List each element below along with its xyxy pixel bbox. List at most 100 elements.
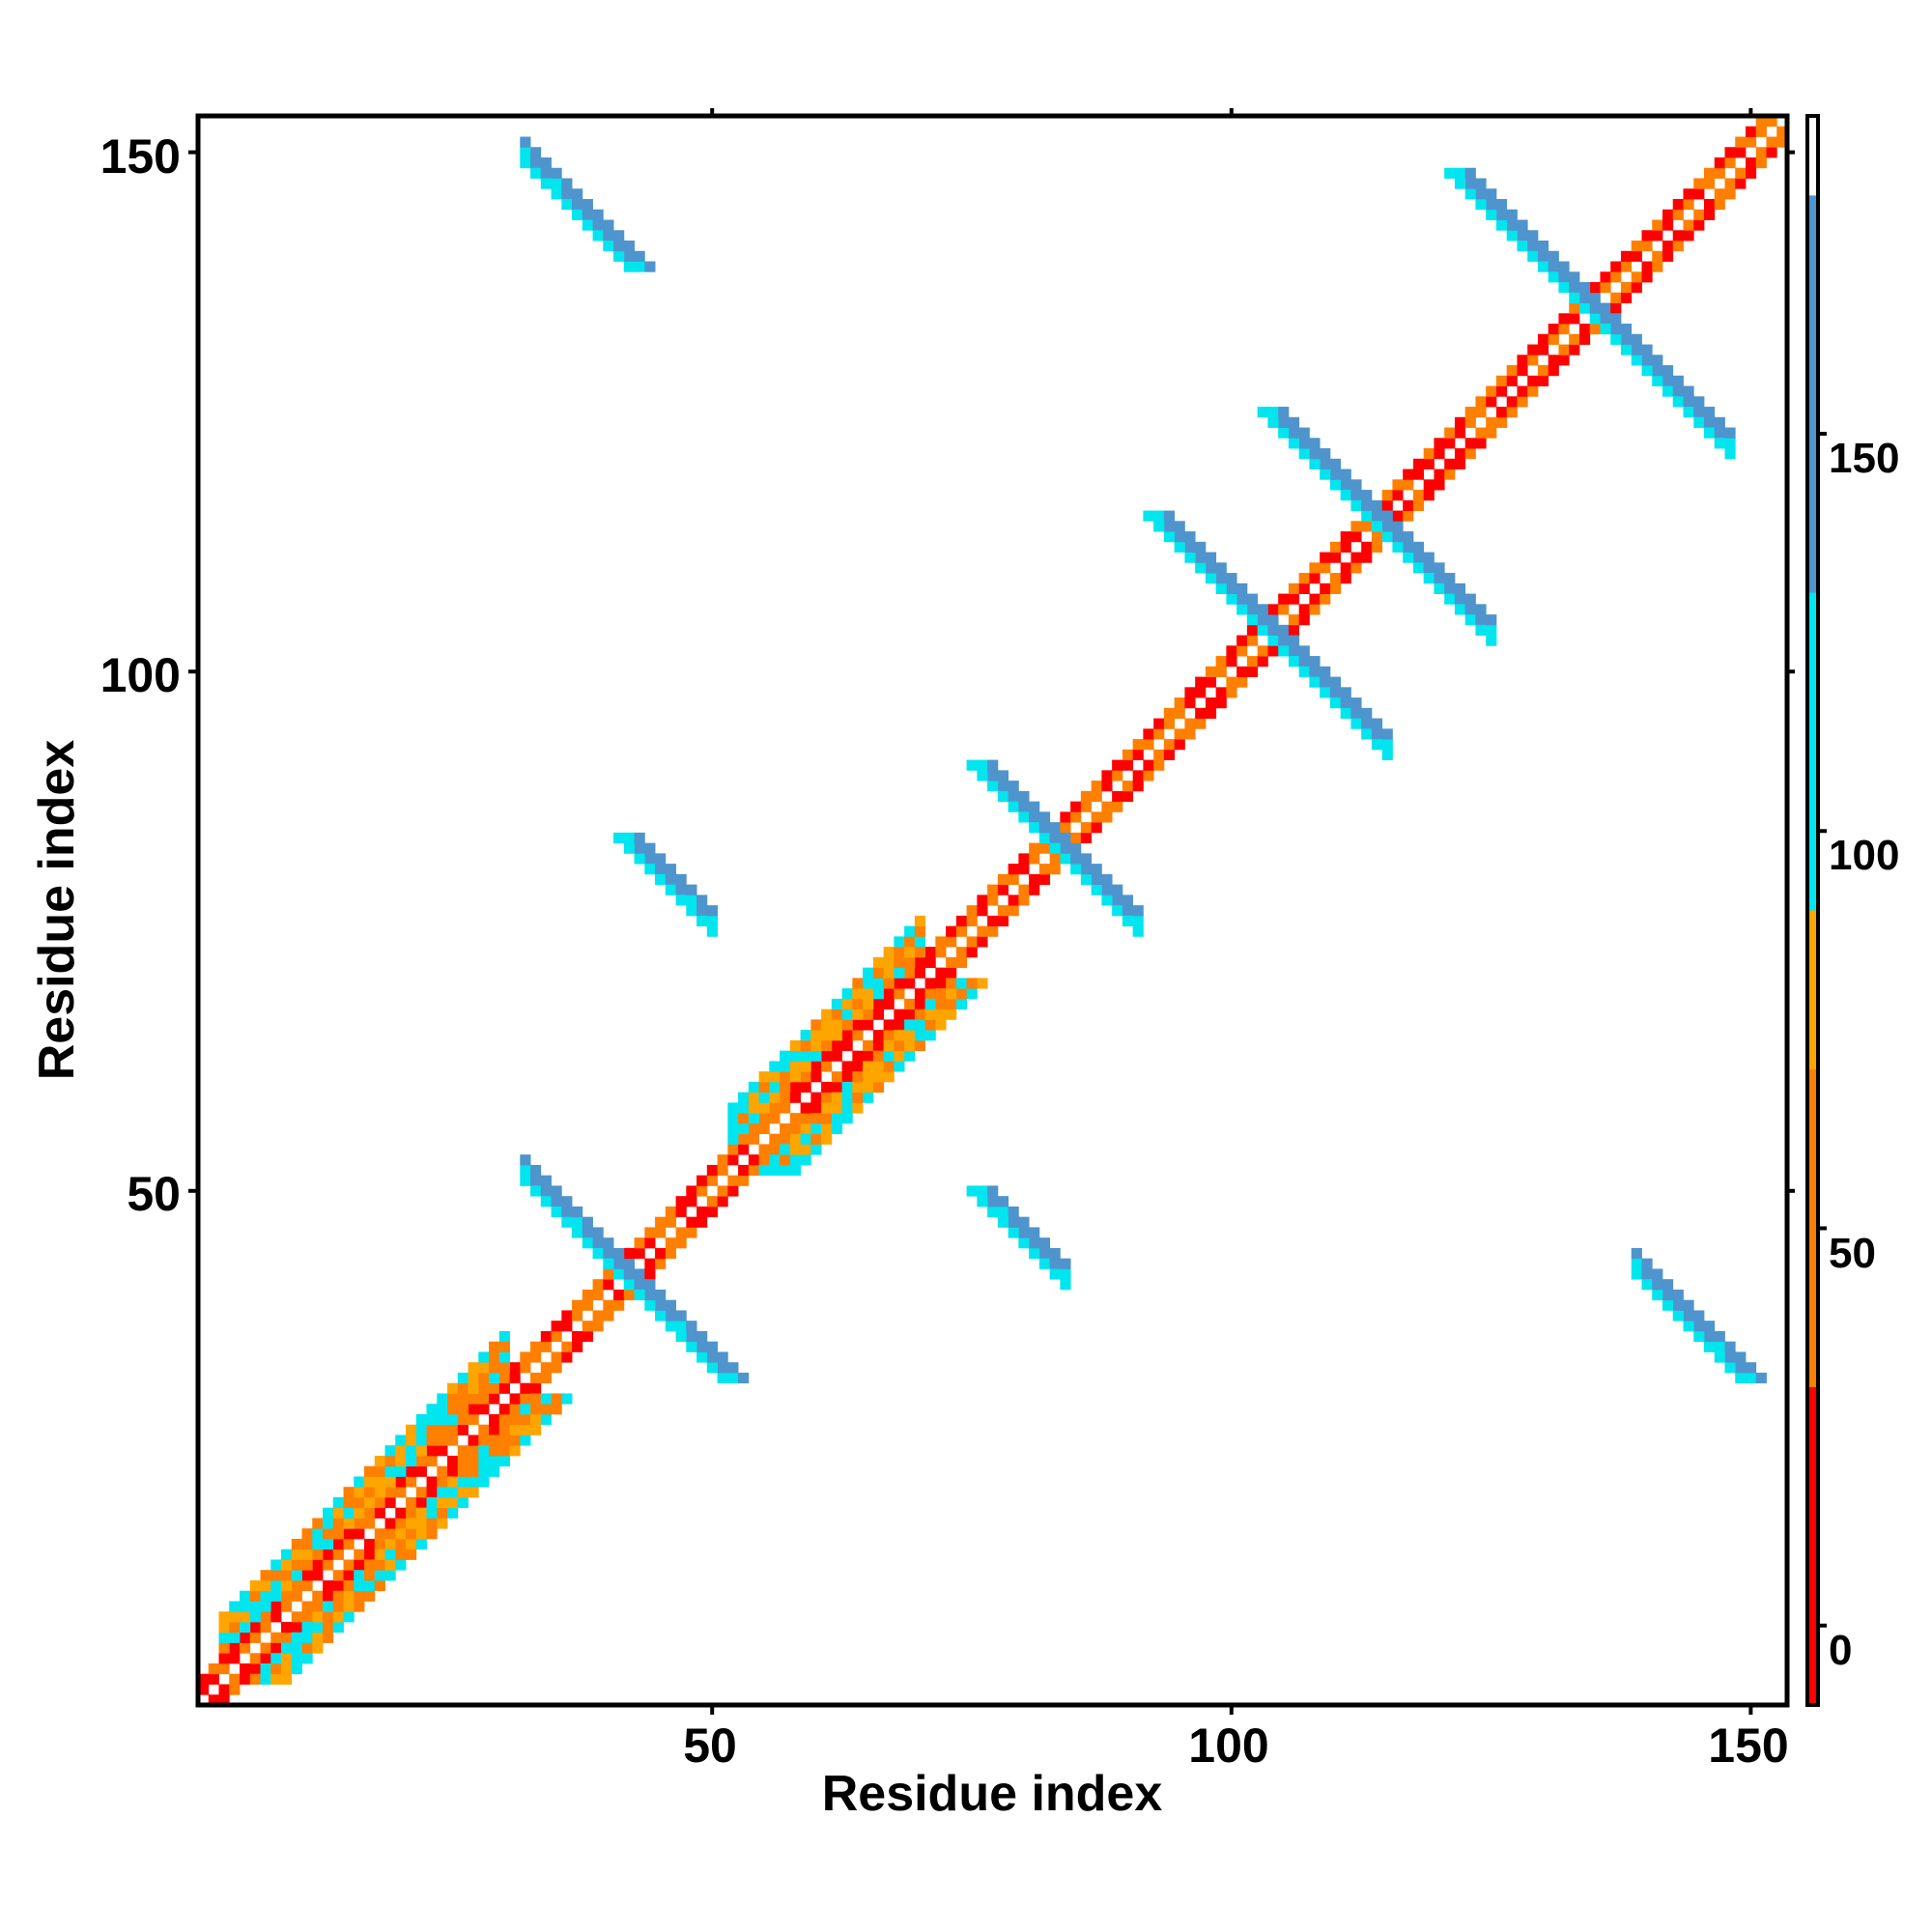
heatmap-cell (1412, 458, 1425, 469)
heatmap-cell (1620, 324, 1633, 335)
heatmap-cell (1652, 250, 1663, 262)
heatmap-cell (364, 1559, 376, 1571)
heatmap-cell (1184, 531, 1196, 543)
heatmap-cell (1662, 1299, 1674, 1311)
heatmap-cell (821, 1081, 833, 1094)
heatmap-cell (789, 1081, 801, 1094)
heatmap-cell (810, 1092, 822, 1103)
heatmap-cell (1631, 271, 1642, 283)
heatmap-cell (1038, 832, 1051, 844)
heatmap-cell (520, 1404, 531, 1415)
heatmap-cell (686, 1196, 697, 1208)
heatmap-cell (1288, 645, 1300, 657)
heatmap-cell (301, 1601, 313, 1612)
heatmap-cell (582, 209, 593, 220)
heatmap-cell (520, 1382, 531, 1394)
heatmap-cell (655, 1289, 667, 1301)
heatmap-cell (437, 1413, 448, 1426)
heatmap-cell (1320, 562, 1331, 574)
heatmap-cell (1495, 416, 1508, 428)
heatmap-cell (1070, 864, 1082, 875)
heatmap-cell (1392, 510, 1404, 522)
heatmap-cell (1132, 781, 1144, 792)
heatmap-cell (1745, 126, 1757, 137)
heatmap-cell (240, 1673, 251, 1685)
heatmap-cell (1174, 697, 1185, 709)
heatmap-cell (655, 873, 667, 886)
heatmap-cell (301, 1559, 313, 1571)
heatmap-cell (1340, 562, 1351, 574)
heatmap-cell (1246, 593, 1259, 605)
heatmap-cell (863, 998, 874, 1010)
heatmap-cell (1683, 188, 1694, 200)
heatmap-cell (582, 199, 593, 211)
heatmap-cell (1018, 1227, 1030, 1238)
heatmap-cell (1464, 167, 1476, 179)
heatmap-cell (1329, 479, 1342, 491)
heatmap-cell (686, 1330, 697, 1343)
heatmap-cell (800, 1081, 811, 1094)
heatmap-cell (229, 1684, 241, 1695)
heatmap-cell (218, 1694, 230, 1706)
heatmap-cell (1464, 438, 1476, 449)
heatmap-cell (655, 1216, 667, 1228)
heatmap-cell (426, 1496, 438, 1509)
heatmap-cell (1267, 407, 1279, 418)
heatmap-cell (291, 1642, 302, 1654)
heatmap-cell (208, 1694, 219, 1706)
heatmap-cell (1381, 728, 1393, 740)
heatmap-cell (1038, 873, 1051, 886)
heatmap-cell (1652, 355, 1663, 366)
heatmap-cell (551, 1196, 562, 1208)
heatmap-cell (572, 199, 583, 211)
heatmap-cell (218, 1662, 230, 1675)
heatmap-cell (260, 1570, 271, 1581)
heatmap-cell (894, 1009, 905, 1020)
heatmap-cell (1174, 707, 1185, 719)
heatmap-cell (426, 1476, 438, 1488)
heatmap-cell (1371, 728, 1383, 740)
heatmap-cell (738, 1144, 750, 1155)
heatmap-cell (1683, 219, 1694, 231)
heatmap-cell (613, 1258, 625, 1269)
heatmap-cell (831, 1102, 842, 1114)
heatmap-cell (530, 1164, 542, 1177)
heatmap-cell (852, 1050, 864, 1062)
heatmap-cell (706, 1175, 718, 1186)
heatmap-cell (841, 1071, 853, 1083)
heatmap-cell (249, 1632, 261, 1643)
heatmap-cell (447, 1507, 459, 1519)
heatmap-cell (540, 157, 552, 169)
heatmap-cell (1132, 770, 1144, 781)
heatmap-cell (572, 209, 583, 220)
heatmap-cell (323, 1518, 334, 1529)
heatmap-cell (665, 1321, 676, 1332)
heatmap-cell (1537, 365, 1549, 377)
heatmap-cell (1454, 458, 1466, 469)
heatmap-cell (997, 790, 1009, 803)
heatmap-cell (1412, 469, 1425, 480)
heatmap-cell (323, 1601, 334, 1612)
heatmap-cell (1288, 614, 1300, 626)
heatmap-cell (924, 998, 936, 1010)
heatmap-cell (301, 1548, 313, 1560)
heatmap-cell (789, 1113, 801, 1124)
heatmap-cell (540, 1372, 552, 1384)
heatmap-cell (1703, 407, 1716, 418)
heatmap-cell (478, 1382, 490, 1394)
heatmap-cell (872, 998, 885, 1010)
heatmap-cell (540, 1185, 552, 1197)
heatmap-cell (437, 1445, 448, 1457)
heatmap-cell (644, 853, 656, 865)
heatmap-cell (1029, 873, 1040, 886)
heatmap-cell (613, 1268, 625, 1280)
y-tick-label-150: 150 (100, 129, 181, 184)
heatmap-cell (582, 1216, 593, 1228)
colorbar (1807, 116, 1818, 1705)
heatmap-cell (354, 1590, 365, 1602)
heatmap-cell (291, 1570, 302, 1581)
heatmap-cell (977, 978, 988, 989)
heatmap-cell (1091, 864, 1102, 875)
heatmap-cell (343, 1496, 355, 1509)
heatmap-cell (343, 1518, 355, 1529)
